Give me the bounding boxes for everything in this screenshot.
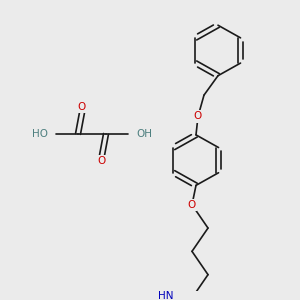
Text: HO: HO <box>32 129 48 139</box>
Text: O: O <box>188 200 196 210</box>
Text: O: O <box>194 112 202 122</box>
Text: O: O <box>98 156 106 166</box>
Text: OH: OH <box>136 129 152 139</box>
Text: HN: HN <box>158 291 174 300</box>
Text: O: O <box>78 102 86 112</box>
